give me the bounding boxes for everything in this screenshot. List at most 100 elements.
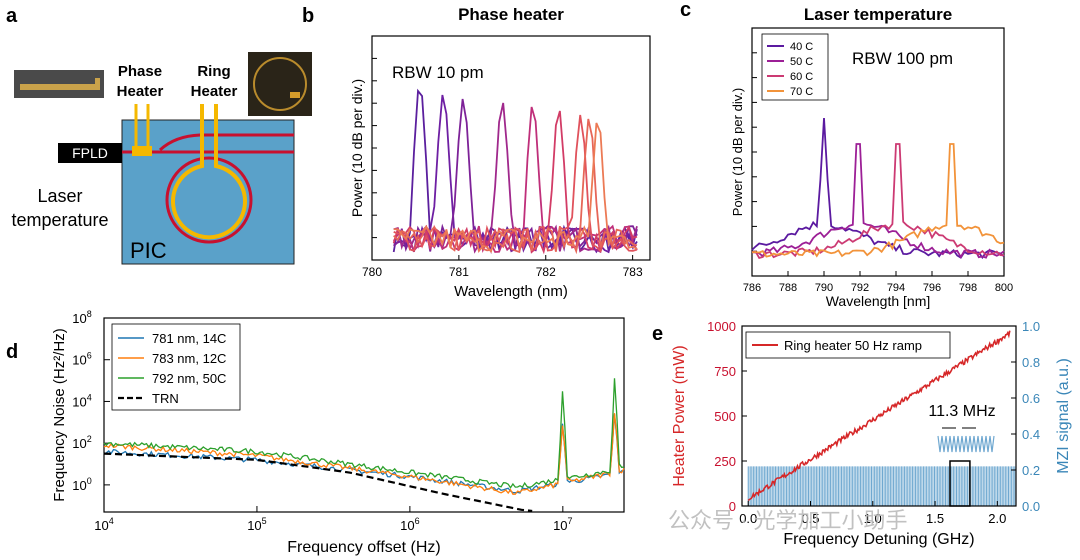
chart-d-xtick-label: 107	[553, 516, 572, 533]
chart-e-xtick-label: 1.0	[864, 511, 882, 526]
chart-c-xtick-label: 788	[779, 282, 797, 294]
pic-label: PIC	[130, 238, 167, 263]
chart-b-peak-7	[393, 118, 638, 255]
chart-d-series-3	[103, 452, 533, 513]
chart-e-mzi-fringes	[747, 466, 1015, 506]
ring-photo-pad	[290, 92, 300, 98]
ring-heater-label-1: Ring	[197, 63, 230, 80]
panel-letter-a: a	[6, 5, 18, 27]
chip-photo-heater	[20, 78, 100, 90]
chart-e-ramp-series	[747, 330, 1011, 502]
chart-d-series-1	[103, 413, 625, 495]
chart-e-zoom-box	[949, 460, 971, 507]
chart-c-ylabel: Power (10 dB per div.)	[730, 88, 745, 216]
chart-e-xtick-label: 1.5	[926, 511, 944, 526]
chart-e-xtick-label: 0.5	[801, 511, 819, 526]
chart-e-legend-label: Ring heater 50 Hz ramp	[784, 338, 922, 353]
chart-e-ytick-right-label: 0.2	[1022, 463, 1040, 478]
chart-c-xtick-label: 786	[743, 282, 761, 294]
chart-b-xtick-label: 781	[449, 265, 469, 279]
ring-photo-ring	[253, 57, 307, 111]
chart-b-xtick-label: 782	[536, 265, 556, 279]
chart-e-ytick-right-label: 0.0	[1022, 499, 1040, 514]
chart-e-ytick-right-label: 0.8	[1022, 355, 1040, 370]
chart-d-ytick-label: 100	[72, 476, 91, 493]
chart-c-xtick-label: 798	[959, 282, 977, 294]
chart-e-ytick-left-label: 1000	[707, 319, 736, 334]
ring-photo	[248, 52, 312, 116]
chart-heater-power: 11.3 MHz 0.0 0.5 1.0 1.5 2.0 0 250 500 750 1000 0.0…	[671, 319, 1072, 548]
fpld-block	[58, 143, 122, 163]
chart-e-xtick-label: 2.0	[988, 511, 1006, 526]
ring-heater	[171, 104, 247, 240]
ring-heater-label-2: Heater	[191, 83, 238, 100]
chart-d-axes-frame	[103, 317, 625, 513]
chart-c-xtick-label: 800	[995, 282, 1013, 294]
chart-b-xtick-label: 783	[623, 265, 643, 279]
chart-laser-temperature: Laser temperature RBW 100 pm 786 788 790 792 7…	[730, 5, 1013, 309]
chart-b-ylabel: Power (10 dB per div.)	[349, 79, 365, 217]
chart-c-series-0	[751, 117, 1005, 260]
chart-c-series-2	[751, 143, 1005, 259]
chart-d-ytick-label: 104	[72, 392, 91, 409]
chart-b-xlabel: Wavelength (nm)	[454, 283, 568, 300]
chart-c-xtick-label: 794	[887, 282, 905, 294]
chart-e-legend-box	[745, 331, 951, 359]
chart-d-series-0	[103, 414, 625, 494]
fpld-label: FPLD	[72, 145, 108, 161]
chart-e-ytick-right-label: 1.0	[1022, 319, 1040, 334]
chart-b-xtick-label: 780	[362, 265, 382, 279]
phase-heater-pad	[132, 146, 152, 156]
schematic-panel: FPLD Phase Heater Ring Heater Laser temp…	[11, 52, 312, 265]
phase-heater-label-1: Phase	[118, 63, 162, 80]
watermark-text: 公众号 · 光学加工小助手	[668, 508, 908, 533]
phase-heater-leads	[134, 104, 150, 146]
chart-c-annotation: RBW 100 pm	[852, 49, 953, 68]
chart-c-series-3	[751, 143, 1005, 258]
chart-e-ytick-right-label: 0.4	[1022, 427, 1040, 442]
laser-temp-label-1: Laser	[37, 186, 82, 206]
chart-e-ytick-left-label: 500	[714, 409, 736, 424]
chart-c-xtick-label: 792	[851, 282, 869, 294]
chart-c-xlabel: Wavelength [nm]	[826, 293, 931, 309]
chart-e-ytick-left-label: 0	[729, 499, 736, 514]
pic-chip	[121, 119, 295, 265]
chart-d-ytick-label: 106	[72, 351, 91, 368]
chart-c-legend-label: 50 C	[790, 56, 813, 68]
panel-letter-c: c	[680, 0, 691, 21]
phase-heater-label-2: Heater	[117, 83, 164, 100]
laser-temp-label-2: temperature	[11, 210, 108, 230]
chart-d-ytick-label: 108	[72, 309, 91, 326]
chart-b-annotation: RBW 10 pm	[392, 63, 484, 82]
chart-d-ytick-label: 102	[72, 434, 91, 451]
chart-e-annotation: 11.3 MHz	[928, 403, 995, 420]
chart-d-xtick-label: 106	[400, 516, 419, 533]
panel-letter-d: d	[6, 341, 18, 363]
chart-c-xtick-label: 790	[815, 282, 833, 294]
chart-e-ytick-left-label: 750	[714, 364, 736, 379]
chart-phase-heater: Phase heater RBW 10 pm 780 781 782 783 Wavelen…	[349, 5, 651, 300]
chart-e-ylabel-right: MZI signal (a.u.)	[1055, 358, 1072, 474]
chart-d-xlabel: Frequency offset (Hz)	[287, 539, 441, 556]
chart-d-legend-label: 781 nm, 14C	[152, 331, 226, 346]
chart-c-title: Laser temperature	[804, 5, 952, 24]
chart-e-ytick-left-label: 250	[714, 454, 736, 469]
chart-d-ylabel: Frequency Noise (Hz²/Hz)	[51, 328, 68, 501]
chart-frequency-noise: 104 105 106 107 100 102 104 106 108 Frequency off…	[51, 309, 625, 556]
chart-e-xlabel: Frequency Detuning (GHz)	[783, 531, 974, 548]
chart-e-ytick-right-label: 0.6	[1022, 391, 1040, 406]
chart-d-xtick-label: 105	[247, 516, 266, 533]
chart-d-legend-label: 783 nm, 12C	[152, 351, 226, 366]
chart-b-title: Phase heater	[458, 5, 564, 24]
chart-d-legend-label: 792 nm, 50C	[152, 371, 226, 386]
chart-b-peak-8	[393, 122, 638, 254]
panel-letter-b: b	[302, 5, 314, 27]
chart-c-legend-label: 70 C	[790, 86, 813, 98]
drop-waveguide	[158, 133, 294, 152]
chart-e-inset-fringes	[937, 435, 995, 453]
chart-c-series-1	[751, 143, 1005, 259]
chart-c-xtick-label: 796	[923, 282, 941, 294]
chart-e-ylabel-left: Heater Power (mW)	[671, 345, 688, 486]
chart-e-xtick-label: 0.0	[739, 511, 757, 526]
